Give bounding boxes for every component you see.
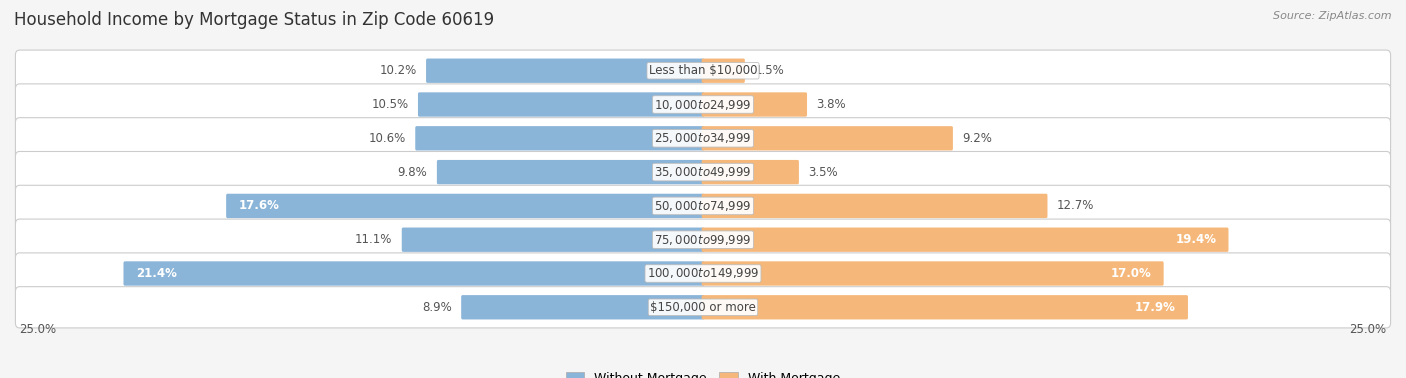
Text: 12.7%: 12.7% — [1057, 200, 1094, 212]
Text: 10.2%: 10.2% — [380, 64, 416, 77]
FancyBboxPatch shape — [426, 59, 704, 83]
Text: 1.5%: 1.5% — [755, 64, 785, 77]
Text: 21.4%: 21.4% — [135, 267, 177, 280]
FancyBboxPatch shape — [15, 152, 1391, 193]
Text: 25.0%: 25.0% — [20, 323, 56, 336]
FancyBboxPatch shape — [437, 160, 704, 184]
FancyBboxPatch shape — [402, 228, 704, 252]
FancyBboxPatch shape — [124, 261, 704, 286]
FancyBboxPatch shape — [702, 160, 799, 184]
Text: 11.1%: 11.1% — [354, 233, 392, 246]
FancyBboxPatch shape — [702, 59, 745, 83]
Text: $50,000 to $74,999: $50,000 to $74,999 — [654, 199, 752, 213]
Text: 8.9%: 8.9% — [422, 301, 451, 314]
Text: $75,000 to $99,999: $75,000 to $99,999 — [654, 233, 752, 247]
FancyBboxPatch shape — [15, 253, 1391, 294]
FancyBboxPatch shape — [15, 287, 1391, 328]
Text: 17.9%: 17.9% — [1135, 301, 1175, 314]
Text: 10.5%: 10.5% — [371, 98, 409, 111]
FancyBboxPatch shape — [702, 92, 807, 117]
FancyBboxPatch shape — [15, 50, 1391, 91]
Text: $100,000 to $149,999: $100,000 to $149,999 — [647, 266, 759, 280]
Text: 17.6%: 17.6% — [238, 200, 280, 212]
Text: 9.8%: 9.8% — [398, 166, 427, 178]
Text: 17.0%: 17.0% — [1111, 267, 1152, 280]
Legend: Without Mortgage, With Mortgage: Without Mortgage, With Mortgage — [561, 367, 845, 378]
Text: 25.0%: 25.0% — [1350, 323, 1386, 336]
Text: 19.4%: 19.4% — [1175, 233, 1216, 246]
FancyBboxPatch shape — [702, 261, 1164, 286]
FancyBboxPatch shape — [702, 295, 1188, 319]
FancyBboxPatch shape — [418, 92, 704, 117]
Text: Household Income by Mortgage Status in Zip Code 60619: Household Income by Mortgage Status in Z… — [14, 11, 494, 29]
FancyBboxPatch shape — [461, 295, 704, 319]
Text: 3.8%: 3.8% — [817, 98, 846, 111]
Text: 9.2%: 9.2% — [962, 132, 993, 145]
FancyBboxPatch shape — [702, 228, 1229, 252]
Text: $35,000 to $49,999: $35,000 to $49,999 — [654, 165, 752, 179]
FancyBboxPatch shape — [415, 126, 704, 150]
FancyBboxPatch shape — [15, 84, 1391, 125]
FancyBboxPatch shape — [15, 118, 1391, 159]
FancyBboxPatch shape — [15, 185, 1391, 226]
FancyBboxPatch shape — [702, 126, 953, 150]
FancyBboxPatch shape — [702, 194, 1047, 218]
Text: 3.5%: 3.5% — [808, 166, 838, 178]
Text: Source: ZipAtlas.com: Source: ZipAtlas.com — [1274, 11, 1392, 21]
Text: $150,000 or more: $150,000 or more — [650, 301, 756, 314]
FancyBboxPatch shape — [226, 194, 704, 218]
Text: $10,000 to $24,999: $10,000 to $24,999 — [654, 98, 752, 112]
Text: $25,000 to $34,999: $25,000 to $34,999 — [654, 131, 752, 145]
Text: Less than $10,000: Less than $10,000 — [648, 64, 758, 77]
FancyBboxPatch shape — [15, 219, 1391, 260]
Text: 10.6%: 10.6% — [368, 132, 406, 145]
